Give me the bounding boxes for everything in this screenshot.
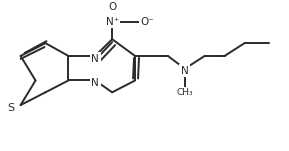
Text: CH₃: CH₃ <box>177 88 193 97</box>
Text: O: O <box>108 2 116 12</box>
Text: N: N <box>91 54 99 64</box>
Text: N: N <box>91 79 99 88</box>
Text: S: S <box>7 103 14 113</box>
Text: N⁺: N⁺ <box>105 16 119 27</box>
Text: O⁻: O⁻ <box>140 16 154 27</box>
Text: N: N <box>181 66 189 76</box>
